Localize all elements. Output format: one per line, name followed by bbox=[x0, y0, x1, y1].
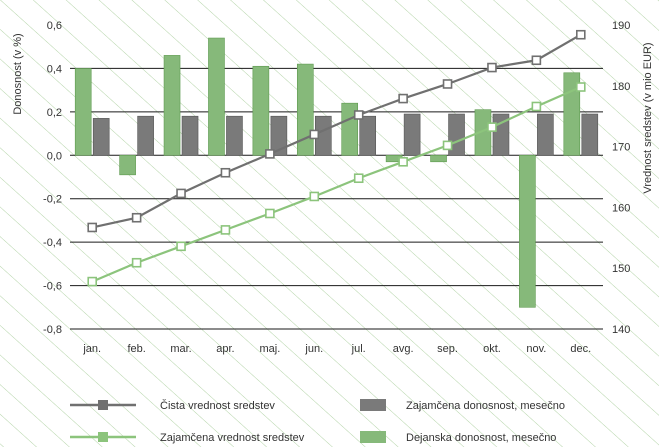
category-label: nov. bbox=[526, 343, 546, 355]
guaranteed-return-bar bbox=[270, 115, 288, 156]
guaranteed-return-bar bbox=[92, 118, 110, 156]
category-label: jun. bbox=[304, 343, 323, 355]
category-label: sep. bbox=[437, 343, 458, 355]
actual-return-bar bbox=[296, 63, 314, 156]
guaranteed-return-bar bbox=[137, 115, 154, 156]
actual-return-bar bbox=[519, 154, 536, 308]
legend-label: Zajamčena donosnost, mesečno bbox=[406, 400, 565, 412]
legend-label: Dejanska donosnost, mesečno bbox=[406, 432, 556, 444]
left-tick-label: 0,6 bbox=[47, 20, 62, 32]
left-tick-label: -0,4 bbox=[43, 237, 62, 249]
guaranteed-asset-value-marker bbox=[309, 191, 320, 202]
guaranteed-return-bar bbox=[359, 115, 377, 156]
net-asset-value-marker bbox=[487, 62, 497, 73]
left-tick-label: -0,2 bbox=[43, 194, 62, 206]
net-asset-value-marker bbox=[575, 29, 586, 40]
category-label: jul. bbox=[351, 343, 366, 355]
guaranteed-asset-value-marker bbox=[265, 208, 275, 219]
guaranteed-asset-value-marker bbox=[487, 122, 497, 132]
right-tick-label: 150 bbox=[612, 263, 630, 275]
actual-return-bar bbox=[252, 65, 270, 156]
right-axis-title: Vrednost sredstev (v mio EUR) bbox=[642, 42, 654, 193]
left-tick-label: -0,8 bbox=[43, 324, 62, 336]
actual-return-bar bbox=[474, 109, 492, 156]
left-tick-label: 0,4 bbox=[47, 63, 62, 75]
guaranteed-asset-value-line bbox=[91, 86, 582, 283]
left-tick-label: 0,2 bbox=[47, 107, 62, 119]
legend-label: Čista vrednost sredstev bbox=[160, 399, 275, 412]
net-asset-value-marker bbox=[87, 222, 98, 233]
guaranteed-return-bar bbox=[581, 113, 599, 156]
left-tick-label: -0,6 bbox=[43, 281, 62, 293]
net-asset-value-marker bbox=[353, 110, 364, 120]
guaranteed-asset-value-marker bbox=[87, 276, 98, 287]
right-tick-label: 190 bbox=[612, 20, 630, 32]
right-tick-label: 180 bbox=[612, 81, 630, 93]
guaranteed-asset-value-marker bbox=[131, 257, 142, 268]
guaranteed-asset-value-marker bbox=[353, 173, 364, 184]
actual-return-bar bbox=[119, 154, 136, 176]
value-lines bbox=[87, 29, 586, 287]
net-asset-value-marker bbox=[531, 55, 542, 66]
left-tick-label: 0,0 bbox=[47, 150, 62, 162]
guaranteed-return-bar bbox=[403, 113, 421, 156]
net-asset-value-marker bbox=[131, 212, 142, 223]
actual-return-bar bbox=[430, 154, 447, 163]
guaranteed-return-bar bbox=[181, 115, 199, 156]
guaranteed-asset-value-marker bbox=[398, 157, 408, 167]
category-label: avg. bbox=[393, 343, 414, 355]
category-label: jan. bbox=[82, 343, 101, 355]
grid-lines bbox=[70, 67, 603, 330]
legend-marker-swatch bbox=[98, 400, 108, 410]
guaranteed-asset-value-marker bbox=[442, 140, 453, 151]
category-label: maj. bbox=[259, 343, 280, 355]
guaranteed-return-bar bbox=[448, 113, 465, 156]
right-tick-label: 140 bbox=[612, 324, 630, 336]
actual-return-bar bbox=[208, 37, 225, 156]
legend: Čista vrednost sredstev Zajamčena donosno… bbox=[70, 399, 565, 444]
legend-bar-swatch bbox=[360, 431, 386, 443]
right-tick-label: 160 bbox=[612, 202, 630, 214]
guaranteed-asset-value-marker bbox=[575, 82, 586, 92]
actual-return-bar bbox=[74, 68, 92, 156]
category-label: okt. bbox=[483, 343, 501, 355]
tick-labels: 0,6 0,4 0,2 0,0 -0,2 -0,4 -0,6 -0,8 190 180 170 160… bbox=[43, 20, 630, 355]
net-asset-value-marker bbox=[220, 167, 231, 178]
category-label: apr. bbox=[216, 343, 234, 355]
actual-return-bar bbox=[163, 55, 181, 156]
legend-bar-swatch bbox=[360, 399, 386, 411]
net-asset-value-marker bbox=[442, 79, 453, 89]
left-axis-title: Donosnost (v %) bbox=[12, 33, 24, 114]
guaranteed-return-bar bbox=[226, 115, 243, 156]
guaranteed-asset-value-marker bbox=[220, 225, 231, 235]
guaranteed-asset-value-marker bbox=[531, 101, 542, 112]
net-asset-value-marker bbox=[398, 93, 408, 104]
right-tick-label: 170 bbox=[612, 142, 630, 154]
category-label: dec. bbox=[570, 343, 591, 355]
guaranteed-return-bar bbox=[537, 113, 554, 156]
category-label: mar. bbox=[170, 343, 191, 355]
net-asset-value-line bbox=[91, 33, 582, 229]
legend-marker-swatch bbox=[98, 432, 108, 442]
category-label: feb. bbox=[127, 343, 145, 355]
net-asset-value-marker bbox=[309, 129, 320, 140]
net-asset-value-marker bbox=[265, 149, 275, 159]
guaranteed-asset-value-marker bbox=[176, 241, 186, 252]
net-asset-value-marker bbox=[176, 188, 186, 199]
legend-label: Zajamčena vrednost sredstev bbox=[160, 432, 305, 444]
